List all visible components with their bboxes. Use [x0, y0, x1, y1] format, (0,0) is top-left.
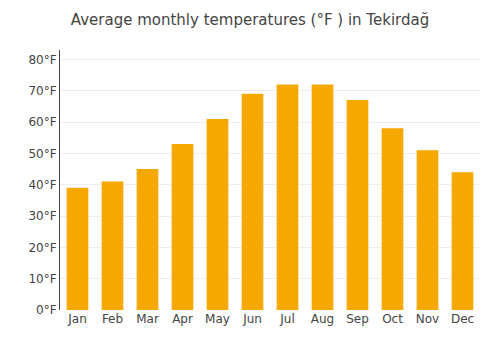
svg-text:Feb: Feb [102, 312, 123, 326]
svg-text:Jan: Jan [67, 312, 87, 326]
svg-text:Average monthly temperatures (: Average monthly temperatures (°F ) in Te… [71, 11, 429, 29]
svg-text:10°F: 10°F [28, 272, 56, 286]
svg-text:80°F: 80°F [28, 53, 56, 67]
svg-text:Jun: Jun [242, 312, 262, 326]
svg-text:Aug: Aug [311, 312, 334, 326]
svg-text:30°F: 30°F [28, 209, 56, 223]
svg-text:May: May [205, 312, 230, 326]
svg-text:Oct: Oct [382, 312, 403, 326]
svg-text:Jul: Jul [279, 312, 294, 326]
svg-text:70°F: 70°F [28, 84, 56, 98]
svg-text:Dec: Dec [451, 312, 474, 326]
svg-text:Mar: Mar [136, 312, 159, 326]
svg-text:40°F: 40°F [28, 178, 56, 192]
svg-text:Nov: Nov [416, 312, 439, 326]
svg-text:Apr: Apr [172, 312, 193, 326]
svg-text:60°F: 60°F [28, 115, 56, 129]
svg-text:20°F: 20°F [28, 241, 56, 255]
svg-text:0°F: 0°F [36, 303, 57, 317]
svg-text:Sep: Sep [346, 312, 369, 326]
svg-text:50°F: 50°F [28, 147, 56, 161]
